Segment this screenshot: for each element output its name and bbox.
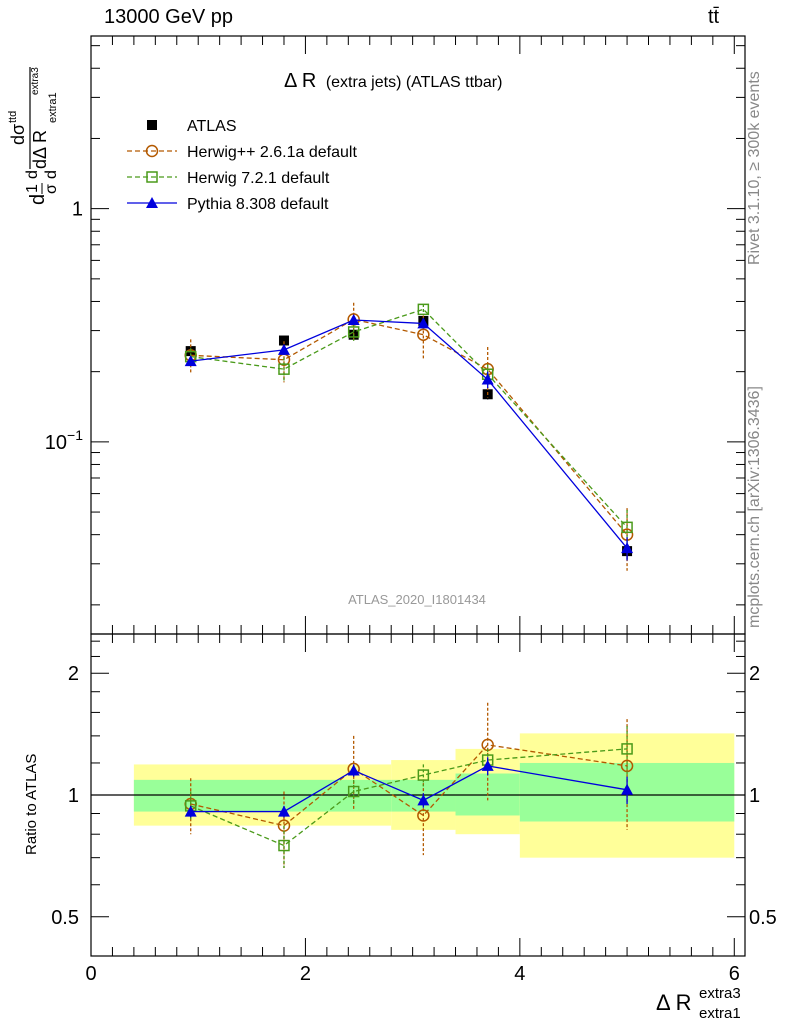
series-herwig-7-2-1-default — [184, 303, 633, 549]
legend-item: Herwig++ 2.6.1a default — [127, 144, 357, 161]
svg-text:d: d — [27, 194, 49, 205]
data-point — [184, 355, 197, 367]
x-axis-label: Δ R extra3 extra1 — [656, 985, 741, 1022]
y-tick-label-right: 1 — [749, 785, 760, 807]
main-series — [184, 302, 634, 571]
svg-text:dσ: dσ — [8, 124, 28, 145]
x-tick-label: 0 — [85, 963, 96, 985]
data-point — [347, 326, 360, 338]
ratio-series — [184, 702, 634, 869]
legend-label: Herwig 7.2.1 default — [187, 170, 330, 187]
series-line — [190, 318, 628, 536]
series-pythia-8-308-default — [184, 757, 634, 818]
svg-text:Δ R: Δ R — [656, 990, 691, 1015]
ratio-ticks: 0.5 0.5 1 1 2 2 0 2 4 6 — [51, 634, 777, 985]
data-point — [347, 764, 360, 776]
legend-marker — [146, 171, 158, 183]
series-pythia-8-308-default — [184, 314, 634, 561]
data-point — [417, 769, 430, 781]
legend-item: Herwig 7.2.1 default — [127, 170, 330, 187]
data-point — [347, 785, 360, 798]
data-point — [417, 809, 430, 822]
x-tick-label: 6 — [729, 963, 740, 985]
series-line — [190, 765, 628, 813]
data-point — [277, 343, 290, 355]
legend-item: ATLAS — [147, 118, 237, 135]
x-tick-label: 2 — [300, 963, 311, 985]
process-label: tt̄ — [708, 6, 720, 28]
data-point — [278, 839, 290, 852]
y-tick-label: 10−1 — [45, 427, 83, 454]
series-herwig-2-6-1a-default — [184, 302, 634, 571]
x-tick-label: 4 — [514, 963, 525, 985]
data-point — [621, 521, 633, 534]
y-tick-label-right: 2 — [749, 663, 760, 685]
svg-text:d: d — [43, 170, 60, 179]
plot-title: Δ R (extra jets) (ATLAS ttbar) — [284, 70, 502, 92]
series-line — [190, 308, 628, 528]
data-point — [417, 303, 430, 316]
legend-marker — [145, 144, 159, 158]
svg-text:extra1: extra1 — [47, 92, 59, 123]
series-line — [190, 319, 628, 549]
y-tick-label: 1 — [72, 199, 83, 221]
series-line — [190, 744, 628, 827]
legend-label: Herwig++ 2.6.1a default — [187, 144, 357, 161]
ratio-bands — [91, 733, 745, 858]
svg-text:extra1: extra1 — [699, 1005, 741, 1022]
y-tick-label: 0.5 — [51, 907, 79, 929]
energy-label: 13000 GeV pp — [104, 6, 233, 28]
svg-text:extra3: extra3 — [699, 985, 741, 1002]
data-point — [621, 542, 634, 554]
main-ticks: 1 10−1 — [45, 36, 745, 634]
series-atlas — [185, 315, 633, 559]
data-point — [417, 794, 430, 806]
legend: ATLAS Herwig++ 2.6.1a default Herwig 7.2.1… — [127, 118, 357, 213]
data-point — [481, 373, 494, 385]
data-point — [278, 363, 290, 375]
data-point — [621, 743, 633, 755]
svg-text:ttd: ttd — [7, 111, 19, 123]
legend-marker — [146, 197, 158, 208]
legend-label: Pythia 8.308 default — [187, 196, 329, 213]
watermark: ATLAS_2020_I1801434 — [348, 592, 486, 607]
series-line — [190, 748, 628, 847]
legend-label: ATLAS — [187, 118, 237, 135]
uncertainty-band-inner — [133, 779, 392, 812]
data-point — [184, 805, 197, 817]
y-tick-label: 1 — [68, 785, 79, 807]
legend-item: Pythia 8.308 default — [127, 196, 329, 213]
main-y-axis-label: d 1 σ d d dσ ttd dΔ R extra1 extra3 — [7, 67, 60, 205]
data-point — [278, 335, 289, 346]
svg-text:dΔ R: dΔ R — [30, 130, 50, 169]
data-point — [481, 759, 494, 771]
legend-marker — [147, 120, 157, 130]
svg-text:1: 1 — [24, 184, 41, 193]
data-point — [417, 328, 430, 341]
data-point — [621, 783, 634, 795]
data-point — [347, 314, 360, 326]
data-point — [417, 317, 430, 329]
svg-text:extra3: extra3 — [30, 67, 41, 95]
svg-text:d: d — [24, 170, 41, 179]
ratio-y-axis-label: Ratio to ATLAS — [23, 754, 40, 855]
data-point — [277, 805, 290, 817]
svg-text:σ: σ — [43, 184, 60, 194]
y-tick-label: 2 — [68, 663, 79, 685]
y-tick-label-right: 0.5 — [749, 907, 777, 929]
